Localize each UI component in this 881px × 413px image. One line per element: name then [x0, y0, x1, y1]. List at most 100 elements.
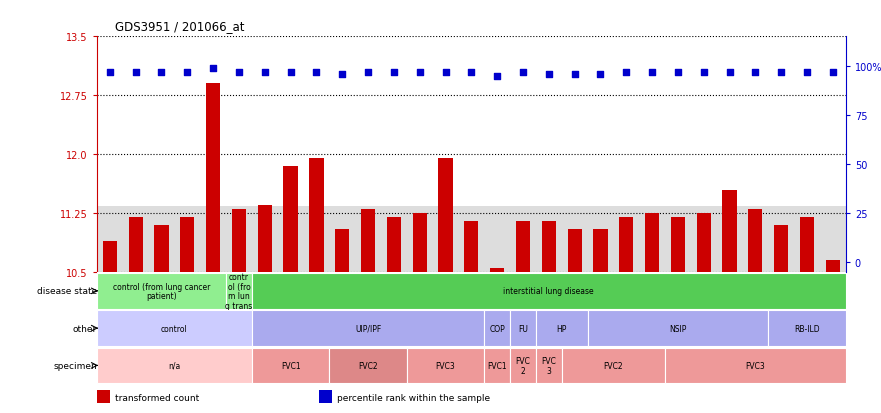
Bar — [252, 311, 485, 346]
Point — [542, 71, 556, 78]
Text: control: control — [161, 324, 188, 333]
Bar — [697, 214, 711, 273]
Text: HP: HP — [557, 324, 566, 333]
Point — [284, 69, 298, 76]
Point — [774, 69, 788, 76]
Point — [335, 71, 349, 78]
Point — [154, 69, 168, 76]
Bar — [181, 218, 195, 273]
Bar — [257, 206, 272, 273]
Bar — [329, 348, 407, 383]
Bar — [588, 311, 768, 346]
Bar — [774, 225, 788, 273]
Bar — [412, 214, 426, 273]
Bar — [464, 222, 478, 273]
Point — [670, 69, 685, 76]
Text: NSIP: NSIP — [670, 324, 686, 333]
Text: interstitial lung disease: interstitial lung disease — [503, 287, 594, 296]
Bar — [226, 273, 252, 309]
Text: transformed count: transformed count — [115, 393, 200, 401]
Bar — [722, 190, 737, 273]
Point — [258, 69, 272, 76]
Bar — [485, 311, 510, 346]
Point — [387, 69, 401, 76]
Bar — [309, 159, 323, 273]
Text: FVC2: FVC2 — [359, 361, 378, 370]
Bar — [510, 348, 536, 383]
Bar — [670, 218, 685, 273]
Bar — [645, 214, 659, 273]
Text: FVC3: FVC3 — [745, 361, 766, 370]
Bar — [748, 210, 762, 273]
Bar — [97, 206, 846, 273]
Bar — [97, 273, 226, 309]
Point — [825, 69, 840, 76]
Bar — [387, 218, 401, 273]
Text: UIP/IPF: UIP/IPF — [355, 324, 381, 333]
Text: FVC1: FVC1 — [487, 361, 507, 370]
Text: other: other — [72, 324, 97, 333]
Bar — [542, 222, 556, 273]
Text: GDS3951 / 201066_at: GDS3951 / 201066_at — [115, 20, 244, 33]
Point — [697, 69, 711, 76]
Bar — [335, 230, 350, 273]
Point — [129, 69, 143, 76]
Bar — [232, 210, 246, 273]
Bar — [129, 218, 143, 273]
Bar — [97, 311, 252, 346]
Point — [103, 69, 117, 76]
Bar — [206, 84, 220, 273]
Text: n/a: n/a — [168, 361, 181, 370]
Bar — [284, 167, 298, 273]
Point — [594, 71, 608, 78]
Bar — [252, 273, 846, 309]
Bar — [407, 348, 485, 383]
Bar — [97, 390, 110, 403]
Bar — [252, 348, 329, 383]
Point — [464, 69, 478, 76]
Bar — [562, 348, 665, 383]
Text: FU: FU — [518, 324, 528, 333]
Bar — [825, 261, 840, 273]
Point — [439, 69, 453, 76]
Bar — [800, 218, 814, 273]
Point — [232, 69, 246, 76]
Text: contr
ol (fro
m lun
g trans: contr ol (fro m lun g trans — [226, 272, 253, 310]
Bar — [319, 390, 332, 403]
Point — [516, 69, 530, 76]
Point — [748, 69, 762, 76]
Point — [645, 69, 659, 76]
Bar — [619, 218, 633, 273]
Point — [567, 71, 581, 78]
Bar — [768, 311, 846, 346]
Text: FVC1: FVC1 — [281, 361, 300, 370]
Text: control (from lung cancer
patient): control (from lung cancer patient) — [113, 282, 211, 301]
Text: FVC
2: FVC 2 — [515, 356, 530, 375]
Point — [800, 69, 814, 76]
Bar — [536, 348, 562, 383]
Bar — [154, 225, 168, 273]
Bar — [536, 311, 588, 346]
Bar — [485, 348, 510, 383]
Text: FVC3: FVC3 — [435, 361, 455, 370]
Point — [490, 73, 504, 80]
Point — [181, 69, 195, 76]
Point — [361, 69, 375, 76]
Bar — [103, 241, 117, 273]
Bar — [490, 269, 504, 273]
Point — [309, 69, 323, 76]
Text: disease state: disease state — [37, 287, 97, 296]
Bar — [361, 210, 375, 273]
Text: specimen: specimen — [53, 361, 97, 370]
Bar — [567, 230, 581, 273]
Text: percentile rank within the sample: percentile rank within the sample — [337, 393, 491, 401]
Text: COP: COP — [489, 324, 505, 333]
Bar — [510, 311, 536, 346]
Text: RB-ILD: RB-ILD — [794, 324, 820, 333]
Text: FVC2: FVC2 — [603, 361, 623, 370]
Bar — [97, 348, 252, 383]
Point — [722, 69, 737, 76]
Point — [619, 69, 633, 76]
Bar — [516, 222, 530, 273]
Bar — [665, 348, 846, 383]
